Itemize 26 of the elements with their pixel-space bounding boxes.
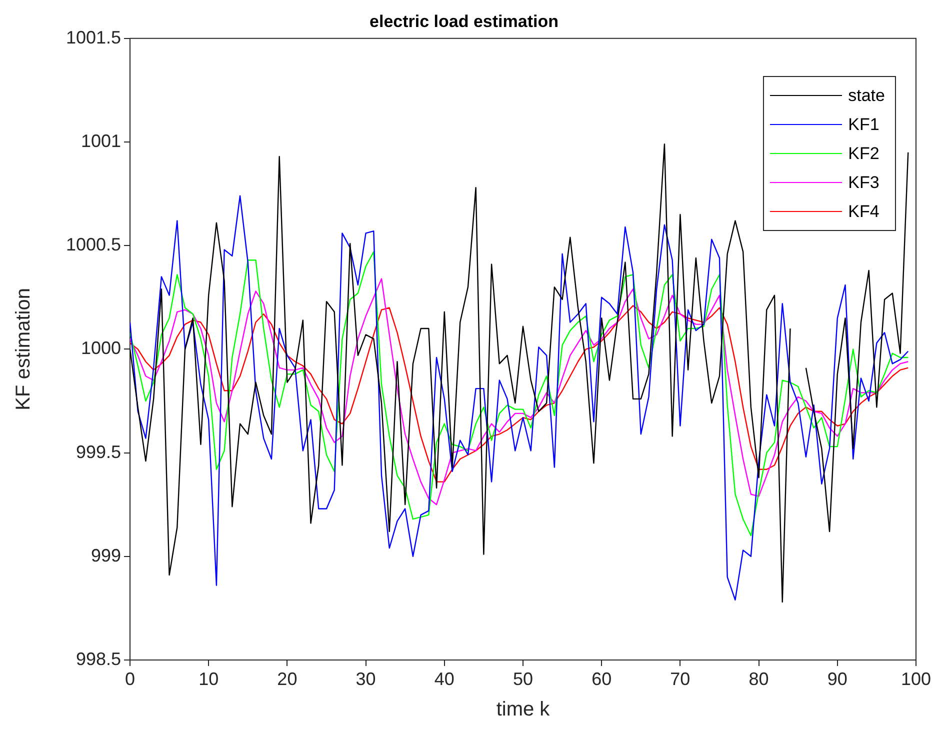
- x-tick-label: 10: [198, 668, 219, 689]
- x-tick-label: 20: [277, 668, 298, 689]
- legend-label: KF3: [848, 172, 880, 193]
- x-tick-label: 100: [900, 668, 932, 689]
- legend-label: state: [848, 86, 885, 106]
- legend-label: KF4: [848, 202, 880, 222]
- x-tick-label: 90: [827, 668, 848, 689]
- x-tick-label: 60: [592, 668, 612, 689]
- y-tick-label: 1000: [80, 338, 121, 358]
- y-tick-label: 1001: [80, 130, 121, 151]
- y-tick-label: 1000.5: [66, 234, 121, 255]
- y-tick-label: 999: [90, 545, 121, 566]
- legend-label: KF1: [848, 114, 880, 135]
- y-tick-label: 998.5: [76, 648, 121, 669]
- legend-label: KF2: [848, 144, 880, 164]
- x-axis-title: time k: [496, 698, 551, 721]
- x-tick-label: 70: [670, 668, 690, 689]
- x-tick-label: 50: [512, 668, 534, 689]
- y-tick-label: 999.5: [76, 442, 121, 462]
- x-tick-label: 30: [356, 668, 376, 689]
- y-tick-label: 1001.5: [66, 27, 121, 48]
- chart-title: electric load estimation: [370, 12, 558, 31]
- x-tick-label: 80: [748, 668, 769, 689]
- x-tick-label: 0: [124, 668, 136, 689]
- x-tick-label: 40: [434, 668, 454, 689]
- y-axis-title: KF estimation: [12, 288, 35, 410]
